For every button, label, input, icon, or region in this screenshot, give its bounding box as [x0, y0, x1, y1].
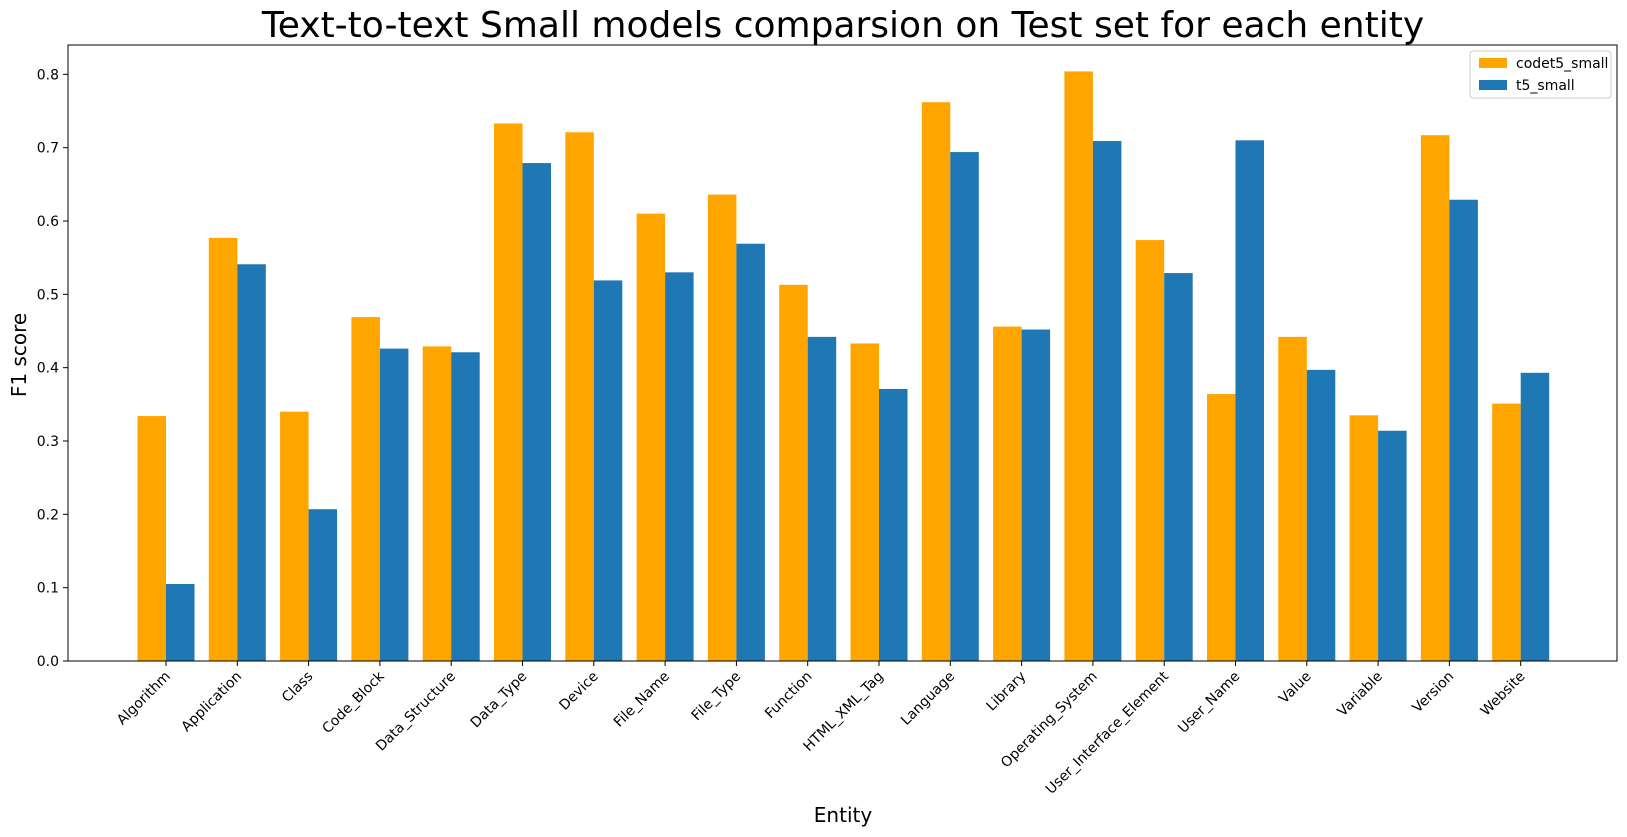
x-tick-label-Application: Application [178, 669, 245, 736]
bar-codet5_small-Data_Type [494, 123, 523, 661]
bar-t5_small-Code_Block [379, 348, 409, 661]
bar-codet5_small-User_Interface_Element [1135, 240, 1165, 662]
x-tick-label-Class: Class [279, 669, 316, 706]
x-tick-label-File_Type: File_Type [689, 669, 745, 725]
y-tick-label: 0.1 [37, 581, 59, 597]
y-tick-label: 0.4 [37, 361, 59, 377]
legend-label-codet5: codet5_small [1516, 56, 1608, 72]
bar-codet5_small-Value [1278, 336, 1307, 661]
chart-title: Text-to-text Small models comparsion on … [261, 5, 1424, 46]
bar-codet5_small-Language [921, 102, 951, 661]
bar-t5_small-Variable [1378, 430, 1407, 661]
y-axis-label: F1 score [7, 313, 31, 397]
y-tick-label: 0.6 [37, 214, 59, 230]
bar-t5_small-Version [1449, 199, 1478, 661]
legend-swatch-codet5 [1479, 58, 1507, 68]
bar-t5_small-File_Type [736, 243, 765, 661]
y-axis-ticks: 0.0 0.1 0.2 0.3 0.4 0.5 0.6 0.7 0.8 [37, 67, 68, 670]
x-tick-label-Website: Website [1478, 669, 1529, 720]
x-tick-label-User_Name: User_Name [1175, 669, 1243, 737]
bar-codet5_small-Application [208, 237, 238, 661]
y-tick-label: 0.3 [37, 434, 59, 450]
bar-t5_small-Data_Structure [451, 352, 480, 661]
legend-label-t5: t5_small [1516, 78, 1575, 94]
bar-t5_small-Website [1520, 372, 1550, 661]
x-tick-label-Device: Device [556, 669, 601, 714]
bar-codet5_small-Function [779, 284, 808, 661]
bar-codet5_small-Variable [1349, 415, 1379, 661]
x-tick-label-Language: Language [898, 669, 958, 729]
bar-t5_small-Application [237, 264, 266, 661]
x-tick-label-Function: Function [762, 669, 815, 722]
bar-codet5_small-Code_Block [351, 317, 380, 661]
bar-t5_small-Class [308, 509, 338, 661]
bar-t5_small-HTML_XML_Tag [879, 388, 908, 661]
bar-codet5_small-Version [1420, 135, 1450, 661]
bar-codet5_small-Data_Structure [422, 346, 452, 661]
bar-codet5_small-Operating_System [1064, 71, 1093, 661]
x-tick-label-File_Name: File_Name [611, 669, 673, 731]
bar-codet5_small-File_Name [636, 213, 666, 661]
bar-codet5_small-User_Name [1207, 394, 1236, 661]
x-axis-label: Entity [814, 803, 873, 827]
bar-t5_small-Language [950, 152, 979, 662]
bar-t5_small-Device [593, 280, 623, 661]
y-tick-label: 0.0 [37, 654, 59, 670]
bar-codet5_small-Algorithm [137, 416, 166, 661]
bar-t5_small-Value [1306, 369, 1336, 661]
y-tick-label: 0.5 [37, 287, 59, 303]
x-tick-label-Data_Type: Data_Type [468, 669, 531, 732]
x-tick-label-User_Interface_Element: User_Interface_Element [1043, 668, 1172, 797]
bar-t5_small-Data_Type [522, 163, 551, 662]
bar-t5_small-Library [1021, 329, 1051, 661]
x-tick-label-Version: Version [1410, 669, 1458, 717]
bar-t5_small-Operating_System [1092, 141, 1122, 662]
legend-swatch-t5 [1479, 80, 1507, 90]
x-tick-label-Value: Value [1276, 669, 1315, 708]
x-tick-label-Algorithm: Algorithm [114, 669, 174, 729]
bar-t5_small-User_Name [1235, 140, 1264, 662]
legend: codet5_small t5_small [1469, 50, 1612, 99]
bar-codet5_small-Website [1492, 403, 1521, 661]
x-tick-label-Code_Block: Code_Block [319, 668, 388, 737]
x-axis-ticks: Algorithm Application Class Code_Block Data_… [114, 661, 1529, 798]
bar-codet5_small-Device [565, 132, 594, 661]
bar-codet5_small-Class [280, 411, 309, 661]
bar-codet5_small-Library [993, 326, 1022, 661]
plot-frame [67, 44, 1618, 662]
bar-t5_small-File_Name [665, 272, 694, 661]
bar-codet5_small-File_Type [707, 194, 737, 661]
bar-t5_small-Algorithm [166, 584, 195, 661]
x-tick-label-Library: Library [983, 669, 1029, 715]
x-tick-label-Variable: Variable [1335, 669, 1386, 720]
y-tick-label: 0.2 [37, 507, 59, 523]
bar-t5_small-Function [807, 336, 837, 661]
y-tick-label: 0.8 [37, 67, 59, 83]
y-tick-label: 0.7 [37, 141, 59, 157]
bar-codet5_small-HTML_XML_Tag [850, 343, 879, 661]
bar-t5_small-User_Interface_Element [1164, 273, 1193, 661]
bars-group [137, 71, 1550, 662]
